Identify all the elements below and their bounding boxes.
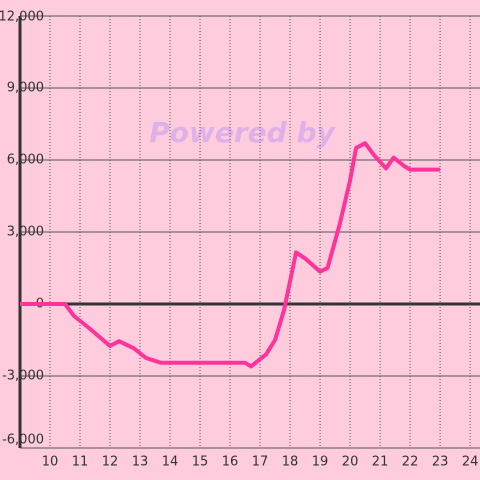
x-tick-label: 18 [282,455,299,470]
x-tick-label: 13 [132,455,149,470]
x-tick-label: 14 [162,455,179,470]
x-tick-label: 21 [372,455,389,470]
x-tick-label: 20 [342,455,359,470]
watermark: Powered by [149,116,336,149]
y-tick-label: 6,000 [7,153,44,168]
data-line [20,141,441,369]
x-tick-label: 19 [312,455,329,470]
x-tick-label: 11 [72,455,89,470]
y-tick-label: 12,000 [0,10,44,25]
x-tick-label: 22 [402,455,419,470]
x-tick-label: 16 [222,455,239,470]
y-tick-label: -6,000 [2,433,44,448]
y-tick-label: -3,000 [2,369,44,384]
x-tick-label: 23 [432,455,449,470]
y-tick-label: 9,000 [7,81,44,96]
x-tick-label: 24 [462,455,479,470]
x-tick-label: 17 [252,455,269,470]
x-tick-label: 10 [42,455,59,470]
x-tick-label: 12 [102,455,119,470]
x-tick-label: 15 [192,455,209,470]
y-tick-label: 3,000 [7,225,44,240]
